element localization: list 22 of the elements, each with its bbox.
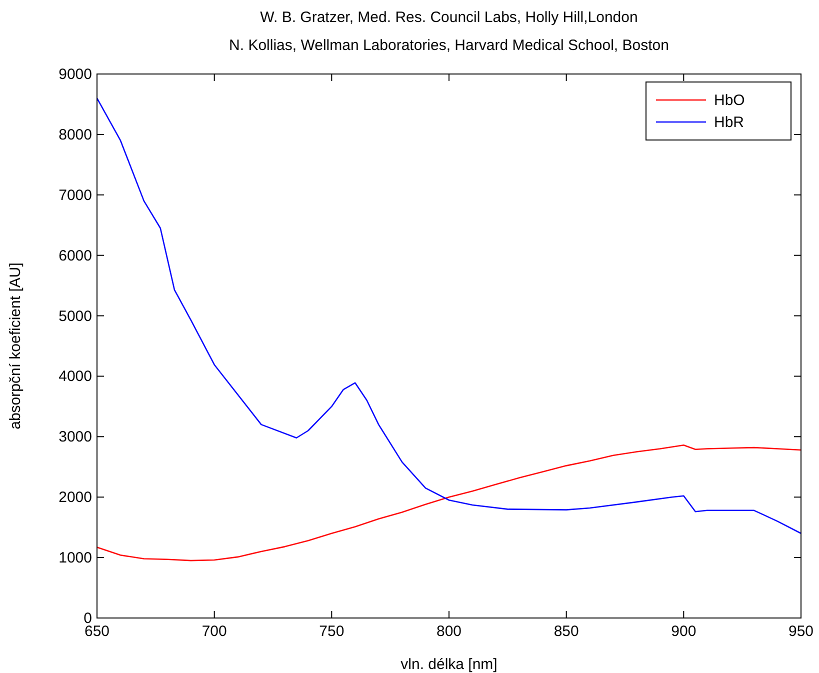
y-axis-title: absorpční koeficient [AU] [7, 262, 24, 430]
y-tick-label: 6000 [58, 247, 92, 264]
x-tick-label: 950 [788, 623, 814, 640]
x-axis-title: vln. délka [nm] [400, 656, 498, 673]
y-tick-label: 2000 [58, 489, 92, 506]
y-tick-label: 7000 [58, 186, 92, 204]
y-tick-label: 5000 [58, 308, 92, 325]
legend-label: HbR [714, 114, 744, 131]
x-tick-label: 750 [319, 623, 344, 640]
y-tick-label: 3000 [58, 428, 92, 446]
y-tick-label: 8000 [58, 126, 92, 144]
x-tick-label: 850 [554, 623, 579, 640]
x-tick-label: 800 [436, 623, 462, 640]
chart-title: W. B. Gratzer, Med. Res. Council Labs, Holly Hill,London [260, 9, 638, 26]
y-tick-label: 4000 [58, 368, 92, 386]
y-tick-label: 1000 [58, 550, 92, 567]
legend-label: HbO [714, 92, 745, 109]
chart-subtitle: N. Kollias, Wellman Laboratories, Harvard Medical School, Boston [229, 37, 669, 54]
x-tick-label: 700 [202, 623, 227, 640]
y-tick-label: 9000 [58, 66, 92, 83]
line-series [96, 444, 802, 562]
x-tick-label: 900 [671, 623, 696, 640]
